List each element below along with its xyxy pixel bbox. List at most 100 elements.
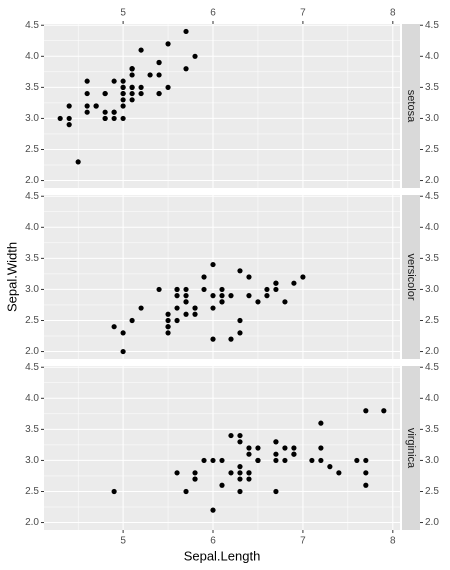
- point: [219, 457, 225, 464]
- point: [174, 470, 180, 476]
- point: [336, 470, 342, 476]
- point: [120, 84, 126, 90]
- strip-background: [402, 195, 420, 359]
- point: [129, 97, 135, 103]
- x-tick-label-top: 5: [120, 8, 126, 19]
- point: [138, 47, 144, 53]
- point: [156, 59, 162, 66]
- point: [102, 109, 108, 115]
- point: [309, 457, 315, 464]
- point: [219, 286, 225, 293]
- y-tick-label: 2.0: [25, 517, 39, 528]
- point: [255, 299, 261, 305]
- point: [246, 476, 252, 482]
- point: [327, 464, 333, 470]
- point: [66, 115, 72, 122]
- x-tick-label: 6: [210, 536, 216, 547]
- point: [111, 78, 117, 84]
- point: [210, 305, 216, 311]
- point: [291, 445, 297, 451]
- point: [237, 439, 243, 445]
- point: [111, 488, 117, 495]
- strip-label: versicolor: [405, 253, 417, 300]
- point: [228, 470, 234, 476]
- point: [183, 66, 189, 72]
- point: [201, 286, 207, 293]
- point: [282, 299, 288, 305]
- point: [183, 293, 189, 299]
- y-tick-label: 2.5: [25, 315, 39, 326]
- point: [363, 457, 369, 464]
- point: [246, 293, 252, 299]
- y-tick-label-right: 3.5: [425, 253, 439, 264]
- point: [57, 115, 63, 122]
- point: [183, 28, 189, 35]
- point: [291, 280, 297, 286]
- y-tick-label-right: 2.5: [425, 315, 439, 326]
- strip-background: [402, 24, 420, 188]
- point: [318, 457, 324, 464]
- point: [111, 115, 117, 122]
- point: [264, 293, 270, 299]
- point: [165, 324, 171, 330]
- y-tick-label-right: 3.0: [425, 284, 439, 295]
- point: [246, 470, 252, 476]
- point: [300, 274, 306, 280]
- point: [129, 317, 135, 324]
- y-tick-label-right: 2.5: [425, 144, 439, 155]
- point: [129, 72, 135, 78]
- point: [147, 72, 153, 78]
- point: [165, 41, 171, 47]
- y-tick-label-right: 4.5: [425, 191, 439, 202]
- point: [363, 470, 369, 476]
- y-tick-label-right: 3.5: [425, 424, 439, 435]
- y-tick-label: 3.5: [25, 82, 39, 93]
- point: [237, 476, 243, 482]
- point: [246, 274, 252, 280]
- strip-label: virginica: [405, 428, 417, 469]
- y-tick-label: 3.0: [25, 284, 39, 295]
- y-tick-label: 4.0: [25, 51, 39, 62]
- point: [264, 286, 270, 293]
- y-tick-label-right: 2.0: [425, 175, 439, 186]
- x-tick-label-top: 6: [210, 8, 216, 19]
- point: [273, 488, 279, 495]
- point: [111, 109, 117, 115]
- point: [138, 305, 144, 311]
- x-tick-label-top: 7: [300, 8, 306, 19]
- y-tick-label-right: 3.0: [425, 113, 439, 124]
- y-tick-label: 4.0: [25, 393, 39, 404]
- panel-background: [44, 24, 400, 188]
- point: [192, 476, 198, 482]
- y-tick-label-right: 4.0: [425, 393, 439, 404]
- x-tick-label: 7: [300, 536, 306, 547]
- y-tick-label: 3.5: [25, 253, 39, 264]
- point: [282, 445, 288, 451]
- panel-background: [44, 195, 400, 359]
- point: [183, 299, 189, 305]
- point: [120, 348, 126, 355]
- point: [210, 293, 216, 299]
- point: [381, 408, 387, 414]
- point: [120, 115, 126, 122]
- point: [183, 286, 189, 293]
- point: [201, 457, 207, 464]
- point: [237, 330, 243, 336]
- point: [228, 432, 234, 439]
- point: [237, 432, 243, 439]
- point: [228, 336, 234, 342]
- point: [282, 457, 288, 464]
- point: [192, 53, 198, 59]
- point: [255, 445, 261, 451]
- y-tick-label-right: 3.0: [425, 455, 439, 466]
- point: [192, 470, 198, 476]
- point: [237, 464, 243, 470]
- point: [183, 311, 189, 317]
- point: [120, 97, 126, 103]
- y-tick-label-right: 4.5: [425, 362, 439, 373]
- point: [165, 84, 171, 90]
- panel-background: [44, 366, 400, 530]
- point: [192, 311, 198, 317]
- point: [273, 451, 279, 457]
